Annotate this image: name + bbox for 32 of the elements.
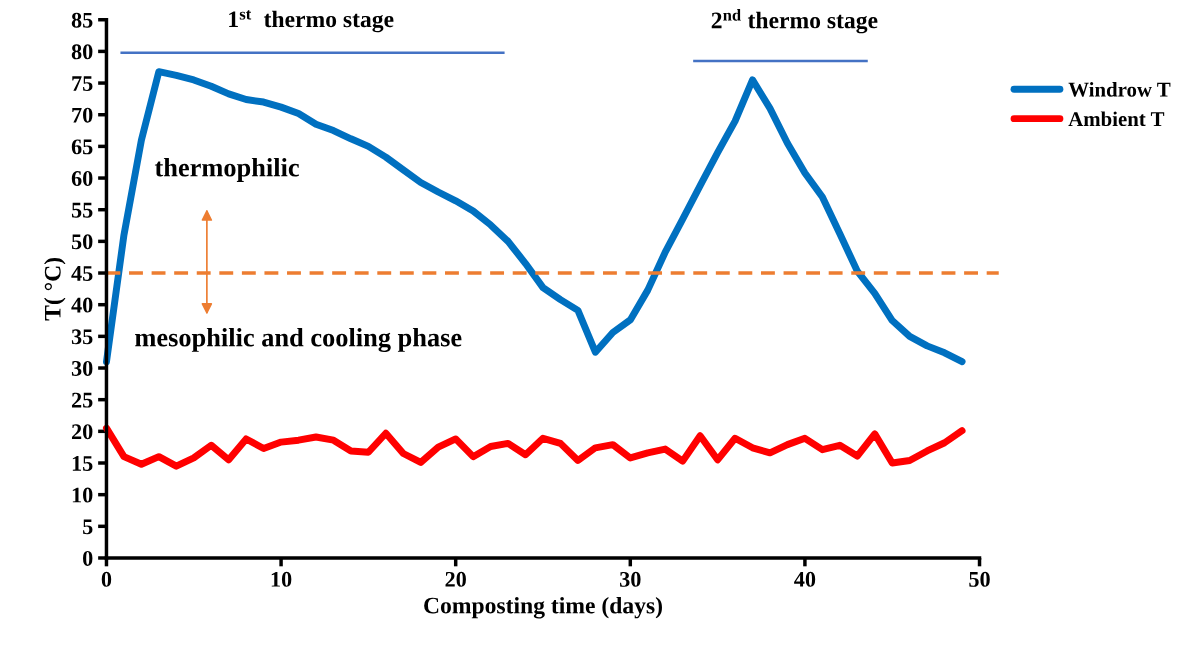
- y-tick-label: 10: [72, 487, 93, 503]
- y-tick-label: 65: [71, 139, 93, 155]
- y-axis-title: T( °C): [44, 257, 66, 321]
- y-tick-label: 80: [71, 44, 93, 60]
- x-tick-label: 10: [271, 571, 292, 587]
- y-tick-label: 55: [71, 202, 93, 218]
- annotation: 2$^{nd}$ thermo stage: [711, 9, 878, 34]
- y-tick-label: 60: [71, 170, 93, 186]
- y-tick-label: 40: [71, 297, 93, 313]
- annotation: mesophilic and cooling phase: [135, 327, 462, 353]
- legend-label: Ambient T: [1068, 111, 1165, 127]
- y-tick-label: 25: [71, 392, 93, 408]
- legend-label: Windrow T: [1068, 82, 1171, 97]
- annotation: thermophilic: [154, 157, 299, 182]
- y-tick-label: 50: [71, 234, 93, 250]
- y-tick-label: 35: [71, 329, 93, 345]
- y-tick-label: 15: [72, 456, 93, 471]
- y-tick-label: 70: [72, 107, 93, 123]
- y-tick-label: 20: [71, 424, 93, 440]
- y-tick-label: 45: [71, 266, 93, 281]
- x-tick-label: 50: [969, 571, 990, 587]
- y-tick-label: 75: [72, 76, 93, 91]
- y-tick-label: 30: [71, 360, 93, 376]
- x-tick-label: 20: [445, 571, 466, 587]
- x-tick-label: 0: [101, 571, 112, 587]
- x-tick-label: 40: [794, 571, 816, 587]
- annotation: 1$^{st}$ thermo stage: [229, 10, 394, 33]
- y-tick-label: 5: [83, 519, 93, 535]
- x-tick-label: 30: [620, 571, 641, 587]
- y-tick-label: 0: [83, 550, 93, 566]
- y-tick-label: 85: [71, 12, 93, 28]
- x-axis-title: Composting time (days): [424, 596, 662, 619]
